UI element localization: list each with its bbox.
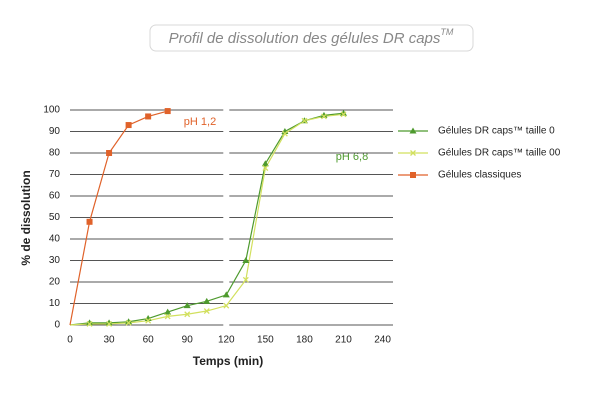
marker — [184, 311, 191, 318]
marker — [125, 122, 132, 129]
marker — [223, 302, 230, 309]
marker — [105, 319, 113, 326]
y-tick-label: 50 — [49, 212, 61, 223]
y-tick-label: 10 — [49, 298, 61, 309]
marker — [321, 113, 327, 120]
x-tick-label: 0 — [67, 335, 73, 346]
marker — [164, 308, 172, 315]
y-tick-label: 30 — [49, 255, 61, 266]
y-tick-label: 90 — [49, 126, 61, 137]
legend-label: Gélules DR caps™ taille 00 — [438, 148, 561, 159]
marker — [125, 318, 133, 325]
marker — [145, 113, 152, 120]
marker — [262, 165, 269, 172]
y-tick-label: 20 — [49, 277, 61, 288]
x-tick-label: 90 — [182, 335, 194, 346]
marker — [183, 302, 191, 309]
y-tick-label: 70 — [49, 169, 61, 180]
y-axis-label: % de dissolution — [19, 170, 33, 265]
x-tick-label: 120 — [218, 335, 235, 346]
annotation: pH 6,8 — [336, 151, 368, 163]
marker — [261, 160, 269, 167]
y-tick-label: 0 — [54, 320, 60, 331]
marker — [86, 218, 93, 225]
marker — [106, 320, 113, 327]
marker — [340, 111, 347, 118]
title-box — [149, 24, 474, 52]
annotation: pH 1,2 — [184, 116, 216, 128]
x-tick-label: 240 — [374, 335, 391, 346]
marker — [145, 317, 152, 324]
x-tick-label: 150 — [257, 335, 274, 346]
marker — [203, 308, 210, 314]
marker — [281, 130, 288, 137]
series-line — [69, 113, 344, 326]
marker — [242, 276, 249, 283]
x-tick-label: 60 — [143, 335, 155, 346]
marker — [242, 257, 250, 263]
y-tick-label: 80 — [49, 148, 61, 159]
chart-title: Profil de dissolution des gélules DR cap… — [169, 27, 454, 47]
x-tick-label: 30 — [104, 335, 116, 346]
y-tick-label: 100 — [43, 105, 60, 116]
marker — [164, 108, 171, 115]
marker — [203, 297, 211, 304]
marker — [86, 319, 94, 326]
legend-marker — [410, 150, 416, 156]
title-sup: TM — [440, 27, 453, 37]
x-tick-label: 180 — [296, 335, 313, 346]
marker — [301, 117, 308, 124]
y-tick-label: 60 — [49, 191, 61, 202]
title-text: Profil de dissolution des gélules DR cap… — [169, 30, 441, 47]
x-tick-label: 210 — [335, 335, 352, 346]
y-tick-label: 40 — [49, 234, 61, 245]
legend-marker — [410, 172, 416, 178]
marker — [320, 111, 328, 118]
marker — [340, 109, 348, 116]
legend-label: Gélules DR caps™ taille 0 — [438, 126, 555, 137]
x-axis-label: Temps (min) — [193, 354, 263, 368]
series-line — [69, 110, 168, 326]
marker — [86, 320, 93, 327]
axis-break — [223, 102, 230, 326]
marker — [222, 291, 230, 298]
marker — [106, 150, 113, 156]
marker — [125, 319, 132, 326]
series-line — [69, 112, 344, 326]
legend-label: Gélules classiques — [438, 170, 521, 181]
legend-marker — [409, 127, 417, 134]
marker — [164, 313, 171, 320]
